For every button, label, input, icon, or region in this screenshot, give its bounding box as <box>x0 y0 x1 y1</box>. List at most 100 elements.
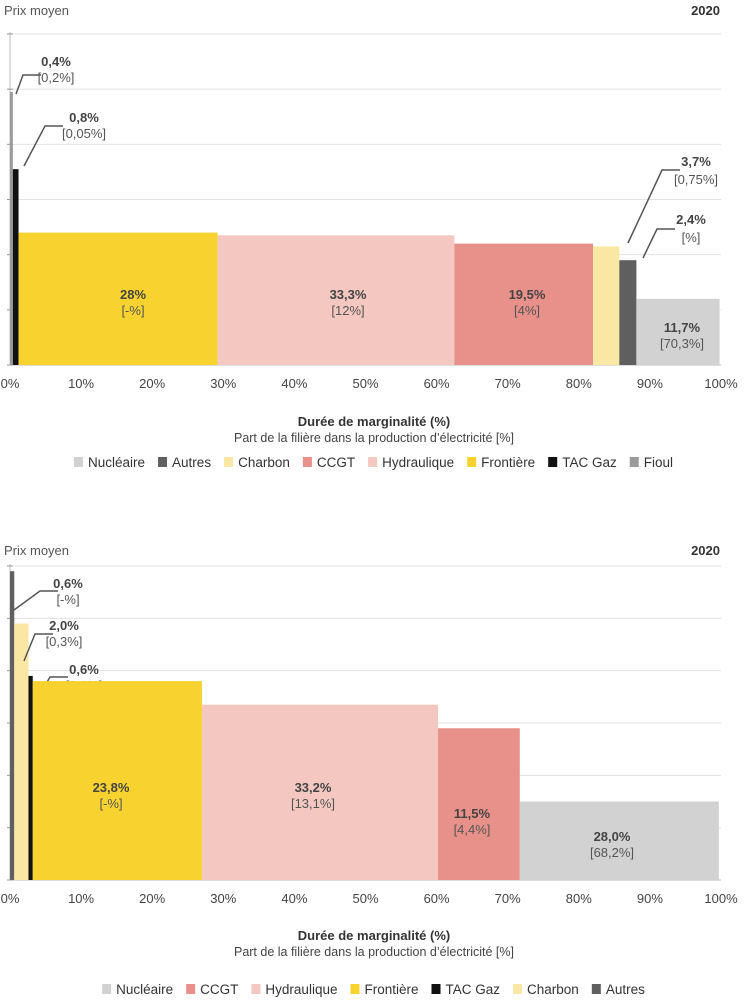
legend-label: Frontière <box>481 455 535 470</box>
bar-tac-gaz <box>28 675 33 880</box>
legend-label: Nucléaire <box>88 455 145 470</box>
legend-swatch <box>591 984 601 994</box>
legend-label: Autres <box>172 455 211 470</box>
bar-hydraulique <box>201 704 439 880</box>
x-tick-label: 20% <box>139 891 165 906</box>
x-tick-label: 90% <box>637 376 663 391</box>
bar-autres <box>10 571 15 880</box>
data-sublabel: [-%] <box>56 592 79 607</box>
legend-swatch <box>158 457 168 467</box>
leader-line <box>23 633 53 662</box>
data-label: 11,5% <box>454 806 491 821</box>
legend-swatch <box>368 457 378 467</box>
x-tick-label: 40% <box>281 376 307 391</box>
leader-line <box>627 169 680 244</box>
data-sublabel: [4,4%] <box>454 822 491 837</box>
data-sublabel: [0,3%] <box>46 634 83 649</box>
legend-label: Charbon <box>238 455 290 470</box>
data-sublabel: [13,1%] <box>291 796 335 811</box>
legend-label: Nucléaire <box>116 982 173 997</box>
bar-fronti-re <box>18 232 218 365</box>
data-label: 11,7% <box>664 320 701 335</box>
bar-nucl-aire <box>519 801 719 880</box>
legend-label: TAC Gaz <box>562 455 617 470</box>
x-tick-label: 100% <box>704 376 738 391</box>
bar-hydraulique <box>217 235 455 365</box>
legend-label: Charbon <box>527 982 579 997</box>
data-sublabel: [70,3%] <box>660 336 704 351</box>
x-tick-label: 80% <box>566 891 592 906</box>
data-sublabel: [-%] <box>99 796 122 811</box>
data-sublabel: [%] <box>682 230 701 245</box>
legend-label: CCGT <box>317 455 355 470</box>
x-tick-label: 30% <box>210 376 236 391</box>
legend-swatch <box>431 984 441 994</box>
data-label: 19,5% <box>509 287 546 302</box>
x-tick-label: 60% <box>424 891 450 906</box>
data-label: 33,3% <box>330 287 367 302</box>
data-label: 0,8% <box>69 110 99 125</box>
x-axis-sublabel: Part de la filière dans la production d’… <box>234 945 514 959</box>
legend-swatch <box>629 457 639 467</box>
data-label: 0,4% <box>41 54 71 69</box>
x-tick-label: 80% <box>566 376 592 391</box>
data-label: 0,6% <box>69 662 99 677</box>
x-tick-label: 30% <box>210 891 236 906</box>
leader-line <box>23 125 63 167</box>
x-tick-label: 50% <box>352 891 378 906</box>
x-tick-label: 50% <box>352 376 378 391</box>
x-axis-label: Durée de marginalité (%) <box>298 928 450 943</box>
legend-swatch <box>74 457 84 467</box>
legend-label: CCGT <box>200 982 238 997</box>
leader-line <box>642 228 675 259</box>
year-label: 2020 <box>691 543 720 558</box>
data-label: 23,8% <box>93 780 130 795</box>
x-tick-label: 90% <box>637 891 663 906</box>
legend-swatch <box>302 457 312 467</box>
bar-charbon <box>14 623 29 880</box>
bar-tac-gaz <box>12 169 19 365</box>
x-tick-label: 70% <box>495 376 521 391</box>
legend-swatch <box>186 984 196 994</box>
legend-swatch <box>350 984 360 994</box>
bar-nucl-aire <box>636 298 720 365</box>
legend-swatch <box>224 457 234 467</box>
x-tick-label: 100% <box>704 891 738 906</box>
legend-swatch <box>513 984 523 994</box>
x-tick-label: 40% <box>281 891 307 906</box>
x-tick-label: 10% <box>68 376 94 391</box>
legend-label: Hydraulique <box>382 455 454 470</box>
bar-ccgt <box>438 728 520 880</box>
legend-label: TAC Gaz <box>446 982 501 997</box>
x-axis-sublabel: Part de la filière dans la production d’… <box>234 431 514 445</box>
bar-charbon <box>593 246 620 365</box>
x-tick-label: 0% <box>1 376 20 391</box>
legend-label: Hydraulique <box>265 982 337 997</box>
data-sublabel: [68,2%] <box>590 845 634 860</box>
bar-fronti-re <box>32 681 202 880</box>
data-sublabel: [0,75%] <box>674 172 718 187</box>
x-axis-label: Durée de marginalité (%) <box>298 414 450 429</box>
data-sublabel: [0,2%] <box>38 70 75 85</box>
x-tick-label: 0% <box>1 891 20 906</box>
legend-label: Fioul <box>644 455 673 470</box>
data-sublabel: [-%] <box>121 303 144 318</box>
data-sublabel: [12%] <box>331 303 364 318</box>
x-tick-label: 70% <box>495 891 521 906</box>
x-tick-label: 60% <box>424 376 450 391</box>
x-tick-label: 10% <box>68 891 94 906</box>
bar-fioul <box>10 91 13 366</box>
leader-line <box>15 74 41 95</box>
data-sublabel: [0,05%] <box>62 126 106 141</box>
legend-swatch <box>251 984 261 994</box>
bar-ccgt <box>454 243 594 365</box>
legend-swatch <box>467 457 477 467</box>
data-label: 0,6% <box>53 576 83 591</box>
data-label: 2,4% <box>676 212 706 227</box>
data-sublabel: [4%] <box>514 303 540 318</box>
data-label: 33,2% <box>295 780 332 795</box>
legend-label: Autres <box>606 982 645 997</box>
data-label: 3,7% <box>681 154 711 169</box>
x-tick-label: 20% <box>139 376 165 391</box>
